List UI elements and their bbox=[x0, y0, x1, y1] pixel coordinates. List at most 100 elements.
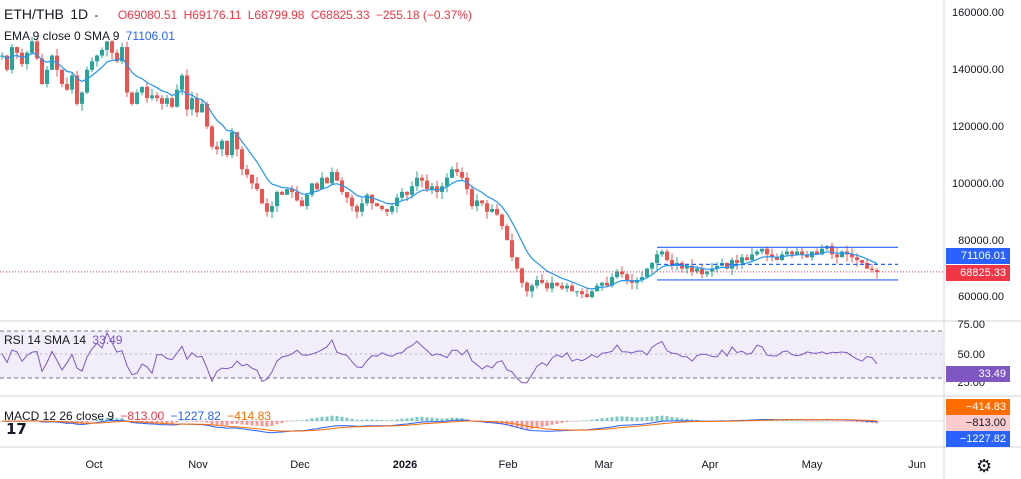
candle-body[interactable] bbox=[800, 251, 804, 255]
candle-body[interactable] bbox=[150, 95, 154, 99]
candle-body[interactable] bbox=[355, 206, 359, 212]
candle-body[interactable] bbox=[615, 271, 619, 278]
rsi-legend[interactable]: RSI 14 SMA 14 33.49 bbox=[4, 333, 125, 347]
ema-legend[interactable]: EMA 9 close 0 SMA 9 71106.01 bbox=[4, 29, 178, 43]
candle-body[interactable] bbox=[850, 254, 854, 258]
candle-body[interactable] bbox=[430, 186, 434, 190]
candle-body[interactable] bbox=[260, 189, 264, 204]
candle-body[interactable] bbox=[715, 265, 719, 269]
price-pane[interactable] bbox=[0, 0, 944, 320]
candle-body[interactable] bbox=[555, 282, 559, 286]
candle-body[interactable] bbox=[805, 254, 809, 258]
candle-body[interactable] bbox=[240, 149, 244, 170]
candle-body[interactable] bbox=[85, 69, 89, 93]
candle-body[interactable] bbox=[860, 260, 864, 263]
candle-body[interactable] bbox=[610, 277, 614, 286]
candle-body[interactable] bbox=[395, 197, 399, 207]
candle-body[interactable] bbox=[575, 291, 579, 293]
ema-line[interactable] bbox=[1, 52, 878, 290]
candle-body[interactable] bbox=[685, 265, 689, 269]
candle-body[interactable] bbox=[5, 55, 9, 70]
gear-icon[interactable]: ⚙ bbox=[976, 456, 993, 476]
candle-body[interactable] bbox=[760, 248, 764, 252]
candle-body[interactable] bbox=[550, 282, 554, 289]
candle-body[interactable] bbox=[110, 41, 114, 53]
candle-body[interactable] bbox=[660, 251, 664, 255]
candle-body[interactable] bbox=[695, 268, 699, 272]
rsi-line[interactable] bbox=[1, 331, 878, 384]
candle-body[interactable] bbox=[30, 41, 34, 53]
candle-body[interactable] bbox=[335, 172, 339, 181]
candle-body[interactable] bbox=[465, 177, 469, 190]
candle-body[interactable] bbox=[330, 172, 334, 184]
candle-body[interactable] bbox=[795, 251, 799, 255]
candle-body[interactable] bbox=[290, 189, 294, 192]
candle-body[interactable] bbox=[270, 206, 274, 212]
candle-body[interactable] bbox=[635, 279, 639, 283]
candle-body[interactable] bbox=[505, 226, 509, 241]
candle-body[interactable] bbox=[45, 69, 49, 84]
candle-body[interactable] bbox=[215, 146, 219, 150]
candle-body[interactable] bbox=[470, 189, 474, 207]
candle-body[interactable] bbox=[25, 52, 29, 65]
candle-body[interactable] bbox=[750, 254, 754, 261]
candle-body[interactable] bbox=[865, 262, 869, 269]
candle-body[interactable] bbox=[420, 177, 424, 181]
candle-body[interactable] bbox=[460, 172, 464, 178]
candle-body[interactable] bbox=[530, 285, 534, 292]
candle-body[interactable] bbox=[640, 277, 644, 280]
candle-body[interactable] bbox=[320, 177, 324, 190]
candle-body[interactable] bbox=[525, 282, 529, 292]
candle-body[interactable] bbox=[70, 75, 74, 90]
candle-body[interactable] bbox=[75, 75, 79, 104]
candle-body[interactable] bbox=[10, 47, 14, 70]
candle-body[interactable] bbox=[210, 126, 214, 147]
candle-body[interactable] bbox=[725, 262, 729, 269]
candle-body[interactable] bbox=[830, 245, 834, 255]
candle-body[interactable] bbox=[230, 132, 234, 155]
candle-body[interactable] bbox=[90, 61, 94, 70]
candle-body[interactable] bbox=[775, 257, 779, 261]
candle-body[interactable] bbox=[65, 84, 69, 90]
candle-body[interactable] bbox=[755, 251, 759, 255]
candle-body[interactable] bbox=[540, 279, 544, 283]
candle-body[interactable] bbox=[665, 251, 669, 261]
candle-body[interactable] bbox=[740, 257, 744, 263]
candle-body[interactable] bbox=[195, 98, 199, 113]
candle-body[interactable] bbox=[275, 191, 279, 207]
candle-body[interactable] bbox=[115, 52, 119, 62]
candle-body[interactable] bbox=[125, 47, 129, 93]
candle-body[interactable] bbox=[235, 132, 239, 150]
candle-body[interactable] bbox=[15, 47, 19, 53]
macd-label[interactable]: MACD 12 26 close 9 bbox=[4, 409, 115, 423]
candle-body[interactable] bbox=[35, 41, 39, 59]
candle-body[interactable] bbox=[345, 191, 349, 198]
candle-body[interactable] bbox=[400, 191, 404, 198]
candle-body[interactable] bbox=[785, 251, 789, 255]
candle-body[interactable] bbox=[765, 248, 769, 255]
candle-body[interactable] bbox=[205, 103, 209, 127]
candle-body[interactable] bbox=[350, 197, 354, 207]
candle-body[interactable] bbox=[250, 174, 254, 184]
candle-body[interactable] bbox=[315, 183, 319, 190]
candle-body[interactable] bbox=[445, 177, 449, 187]
candle-body[interactable] bbox=[565, 285, 569, 289]
candle-body[interactable] bbox=[300, 200, 304, 207]
candle-body[interactable] bbox=[570, 285, 574, 292]
candle-body[interactable] bbox=[155, 95, 159, 99]
candle-body[interactable] bbox=[190, 98, 194, 110]
candle-body[interactable] bbox=[745, 257, 749, 261]
candle-body[interactable] bbox=[870, 268, 874, 271]
candle-body[interactable] bbox=[435, 186, 439, 192]
symbol-legend[interactable]: ETH/THB 1D - O69080.51 H69176.11 L68799.… bbox=[4, 6, 475, 22]
candle-body[interactable] bbox=[605, 282, 609, 286]
candle-body[interactable] bbox=[295, 191, 299, 201]
rsi-label[interactable]: RSI 14 SMA 14 bbox=[4, 333, 87, 347]
candle-body[interactable] bbox=[855, 257, 859, 261]
candle-body[interactable] bbox=[500, 214, 504, 226]
candle-body[interactable] bbox=[375, 203, 379, 207]
candle-body[interactable] bbox=[175, 89, 179, 107]
candle-body[interactable] bbox=[405, 191, 409, 195]
candle-body[interactable] bbox=[165, 98, 169, 104]
candle-body[interactable] bbox=[225, 140, 229, 155]
